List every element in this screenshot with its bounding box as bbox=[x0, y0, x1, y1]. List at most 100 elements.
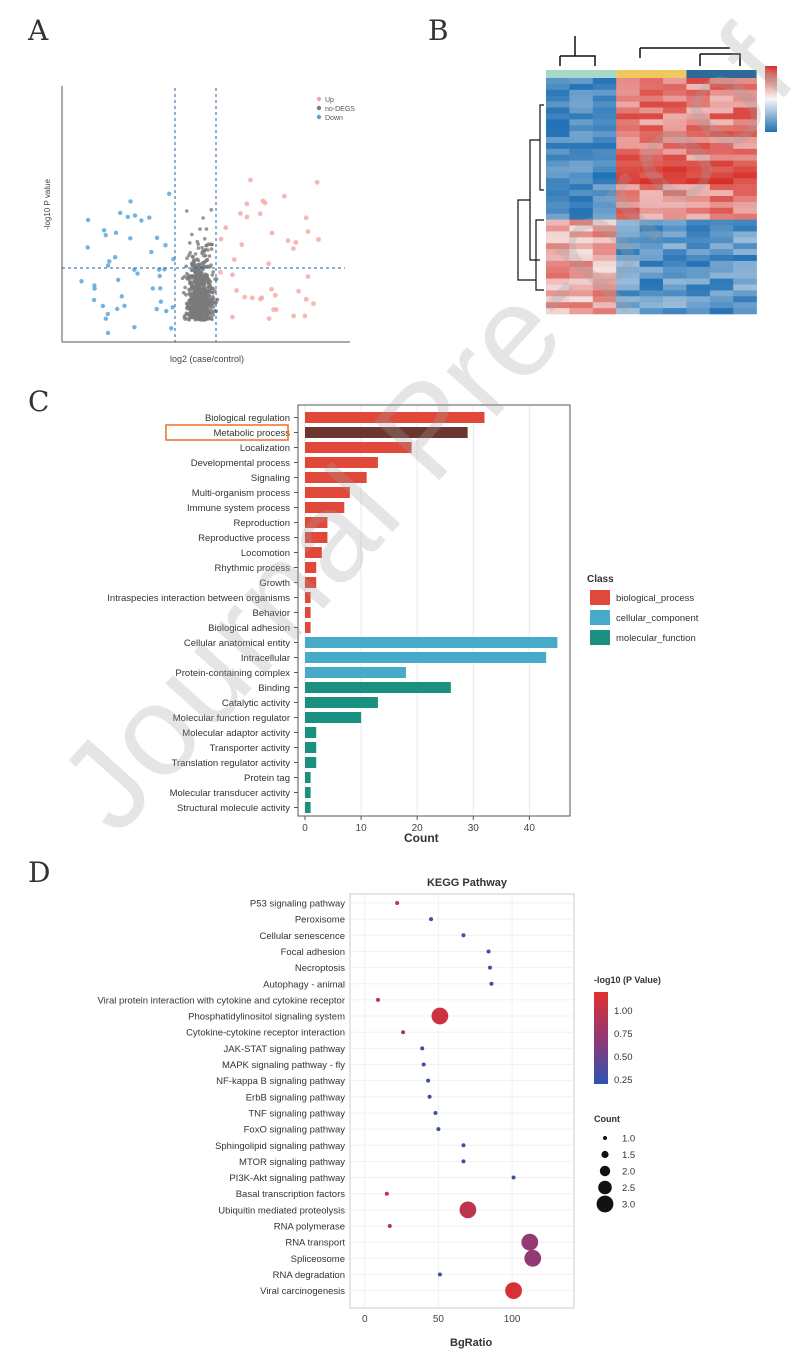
heatmap-cell bbox=[733, 249, 757, 256]
go-bar bbox=[305, 697, 378, 708]
volcano-point-nodeg bbox=[192, 292, 196, 296]
heatmap-cell bbox=[709, 219, 734, 226]
kegg-size-legend-dot bbox=[601, 1150, 609, 1159]
heatmap-cell bbox=[709, 78, 734, 85]
heatmap-cell bbox=[733, 284, 757, 291]
go-bars bbox=[305, 412, 558, 813]
kegg-bubble-chart: KEGG Pathway P53 signaling pathway Peroxi… bbox=[98, 877, 661, 1349]
go-bar bbox=[305, 637, 558, 648]
heatmap-cell bbox=[733, 213, 757, 220]
kegg-pathway-label: RNA polymerase bbox=[274, 1222, 345, 1233]
go-bar bbox=[305, 592, 311, 603]
volcano-point-up bbox=[259, 295, 265, 301]
kegg-size-legend-label: 1.0 bbox=[622, 1134, 635, 1145]
heatmap-cell bbox=[663, 125, 687, 132]
kegg-pathway-label: FoxO signaling pathway bbox=[244, 1125, 346, 1136]
kegg-point bbox=[429, 917, 434, 922]
heatmap-cell bbox=[546, 284, 570, 291]
go-category-label: Signaling bbox=[251, 473, 290, 484]
heatmap-cell bbox=[663, 119, 687, 126]
volcano-point-up bbox=[218, 236, 224, 242]
heatmap-cell bbox=[546, 125, 570, 132]
heatmap-cell bbox=[592, 142, 617, 150]
heatmap-cell bbox=[686, 284, 711, 291]
heatmap-cell bbox=[639, 160, 664, 167]
volcano-point-down bbox=[113, 230, 119, 235]
heatmap-cell bbox=[569, 89, 594, 96]
kegg-size-legend-title: Count bbox=[594, 1114, 620, 1124]
go-bar bbox=[305, 517, 328, 528]
heatmap-cell bbox=[709, 148, 734, 155]
volcano-point-down bbox=[92, 283, 97, 288]
heatmap-cell bbox=[709, 260, 734, 268]
heatmap-cell bbox=[546, 184, 570, 191]
heatmap-cell bbox=[639, 249, 664, 256]
heatmap-cell bbox=[592, 266, 617, 273]
heatmap-cell bbox=[639, 125, 664, 132]
heatmap-cell bbox=[569, 255, 594, 262]
volcano-point-nodeg bbox=[200, 317, 204, 322]
heatmap-cell bbox=[592, 172, 617, 179]
heatmap-cell bbox=[592, 231, 617, 238]
heatmap-cell bbox=[709, 178, 734, 185]
kegg-point bbox=[401, 1030, 406, 1035]
heatmap-cell bbox=[663, 196, 687, 203]
heatmap-cell bbox=[663, 89, 687, 96]
heatmap-cell bbox=[592, 284, 617, 291]
kegg-point bbox=[420, 1046, 425, 1051]
heatmap-cell bbox=[733, 83, 757, 91]
heatmap-cell bbox=[733, 278, 757, 285]
go-legend-swatch bbox=[590, 630, 610, 645]
heatmap-cell bbox=[709, 83, 734, 91]
go-bar bbox=[305, 742, 317, 753]
volcano-point-down bbox=[85, 217, 91, 223]
heatmap-cell bbox=[733, 201, 757, 209]
heatmap-cell bbox=[733, 190, 757, 197]
volcano-point-up bbox=[238, 211, 243, 216]
volcano-point-nodeg bbox=[211, 270, 215, 274]
heatmap-cell bbox=[733, 196, 757, 203]
heatmap-group-3 bbox=[686, 70, 757, 78]
panel-label-a: A bbox=[28, 14, 49, 47]
volcano-point-nodeg bbox=[191, 287, 195, 292]
volcano-y-label: -log10 P value bbox=[43, 178, 52, 230]
heatmap-cell bbox=[569, 266, 594, 273]
volcano-point-nodeg bbox=[210, 302, 214, 307]
go-bar bbox=[305, 442, 412, 453]
heatmap-cell bbox=[686, 190, 711, 197]
heatmap-cell bbox=[616, 137, 640, 144]
heatmap-cell bbox=[663, 296, 687, 303]
heatmap-cell bbox=[616, 255, 640, 262]
volcano-point-nodeg bbox=[185, 256, 189, 260]
volcano-point-nodeg bbox=[207, 287, 212, 292]
go-legend-swatch bbox=[590, 590, 610, 605]
go-category-label: Reproductive process bbox=[198, 533, 290, 544]
heatmap-cell bbox=[569, 284, 594, 291]
heatmap-cell bbox=[663, 101, 687, 108]
heatmap-cell bbox=[569, 237, 594, 244]
volcano-point-down bbox=[150, 286, 155, 291]
heatmap-cell bbox=[592, 249, 617, 256]
volcano-point-down bbox=[149, 249, 154, 255]
heatmap-cell bbox=[733, 113, 757, 120]
volcano-point-down bbox=[112, 255, 118, 260]
volcano-point-nodeg bbox=[202, 261, 206, 265]
go-category-label: Molecular function regulator bbox=[173, 713, 290, 724]
heatmap-cell bbox=[616, 272, 640, 279]
volcano-point-nodeg bbox=[196, 246, 201, 250]
kegg-size-legend-label: 2.5 bbox=[622, 1183, 635, 1194]
volcano-point-nodeg bbox=[202, 277, 206, 282]
heatmap-cell bbox=[569, 260, 594, 268]
heatmap-cell bbox=[663, 137, 687, 144]
heatmap-cell bbox=[546, 266, 570, 273]
heatmap-cell bbox=[569, 178, 594, 185]
heatmap-cell bbox=[686, 272, 711, 279]
heatmap-cell bbox=[546, 225, 570, 232]
heatmap-cell bbox=[709, 296, 734, 303]
panel-label-d: D bbox=[28, 856, 51, 889]
go-x-tick-label: 40 bbox=[524, 823, 536, 834]
kegg-x-tick-label: 0 bbox=[362, 1314, 368, 1325]
go-bar bbox=[305, 487, 350, 498]
go-bar bbox=[305, 502, 345, 513]
go-bar bbox=[305, 712, 362, 723]
